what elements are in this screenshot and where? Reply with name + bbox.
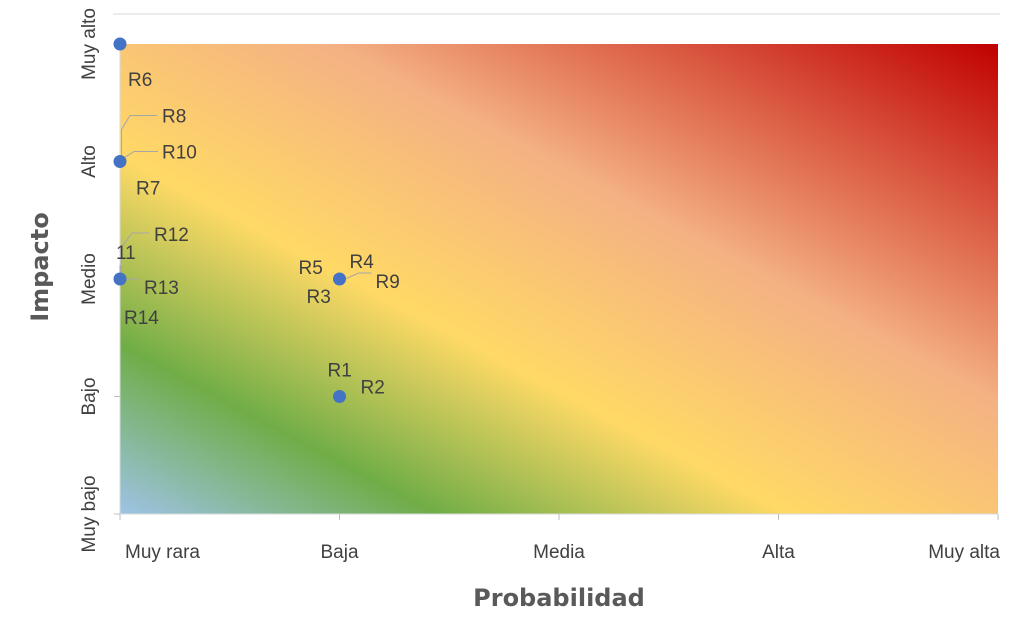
- y-axis-title: Impacto: [26, 212, 54, 322]
- data-label-11: 11: [116, 243, 136, 264]
- leader-line: [120, 232, 149, 277]
- data-label-r4: R4: [350, 252, 375, 273]
- data-label-r7: R7: [136, 179, 160, 200]
- data-points: [113, 37, 346, 403]
- data-label-r1: R1: [328, 361, 352, 382]
- x-tick-label-baja: Baja: [320, 542, 358, 563]
- data-point: [333, 390, 346, 403]
- plot-area-heat-gradient: [120, 44, 998, 514]
- x-tick-label-muy-rara: Muy rara: [125, 542, 200, 563]
- y-tick-label-medio: Medio: [79, 253, 100, 305]
- data-point: [333, 272, 346, 286]
- data-point: [113, 272, 127, 286]
- x-tick-label-muy-alta: Muy alta: [928, 542, 1000, 563]
- y-tick-label-muy-bajo: Muy bajo: [79, 475, 100, 552]
- data-label-r2: R2: [361, 378, 385, 399]
- data-point: [113, 37, 127, 51]
- x-tick-label-media: Media: [533, 542, 585, 563]
- data-label-r6: R6: [128, 70, 152, 91]
- x-axis-title: Probabilidad: [473, 584, 645, 612]
- data-label-r9: R9: [376, 272, 400, 293]
- data-label-r8: R8: [162, 107, 186, 128]
- leader-line: [121, 115, 157, 160]
- y-tick-labels: Muy bajo Bajo Medio Alto Muy alto: [79, 8, 100, 552]
- leader-line: [345, 272, 372, 280]
- data-label-r12: R12: [154, 225, 189, 246]
- data-label-r5: R5: [299, 258, 323, 279]
- x-tick-label-alta: Alta: [762, 542, 795, 563]
- label-leader-lines: [119, 115, 372, 280]
- x-tick-labels: Muy rara Baja Media Alta Muy alta: [125, 542, 1000, 563]
- y-tick-label-muy-alto: Muy alto: [79, 8, 100, 80]
- data-label-r3: R3: [307, 287, 331, 308]
- data-label-r10: R10: [162, 143, 197, 164]
- leader-line: [121, 151, 158, 160]
- data-label-r13: R13: [144, 278, 179, 299]
- y-tick-label-alto: Alto: [79, 145, 100, 178]
- data-label-r14: R14: [124, 308, 159, 329]
- y-tick-label-bajo: Bajo: [79, 377, 100, 415]
- data-point: [113, 155, 127, 168]
